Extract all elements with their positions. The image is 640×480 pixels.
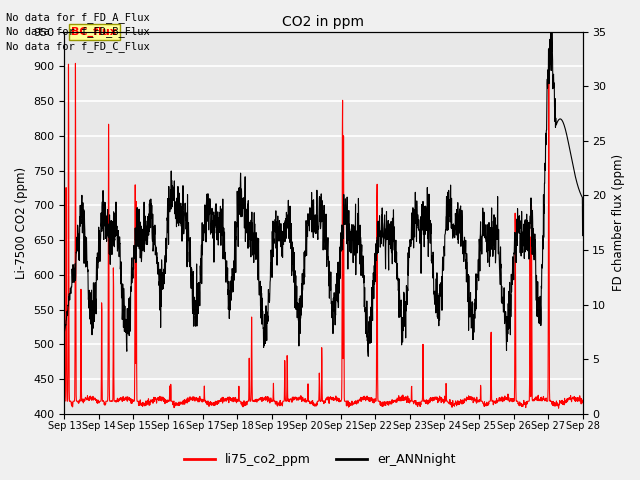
Y-axis label: FD chamber flux (ppm): FD chamber flux (ppm) <box>612 154 625 291</box>
Y-axis label: Li-7500 CO2 (ppm): Li-7500 CO2 (ppm) <box>15 167 28 279</box>
Legend: li75_co2_ppm, er_ANNnight: li75_co2_ppm, er_ANNnight <box>179 448 461 471</box>
Text: No data for f_FD_B_Flux: No data for f_FD_B_Flux <box>6 26 150 37</box>
Text: No data for f_FD_C_Flux: No data for f_FD_C_Flux <box>6 41 150 52</box>
Title: CO2 in ppm: CO2 in ppm <box>282 15 365 29</box>
Text: BC_flux: BC_flux <box>71 27 117 37</box>
Text: No data for f_FD_A_Flux: No data for f_FD_A_Flux <box>6 12 150 23</box>
